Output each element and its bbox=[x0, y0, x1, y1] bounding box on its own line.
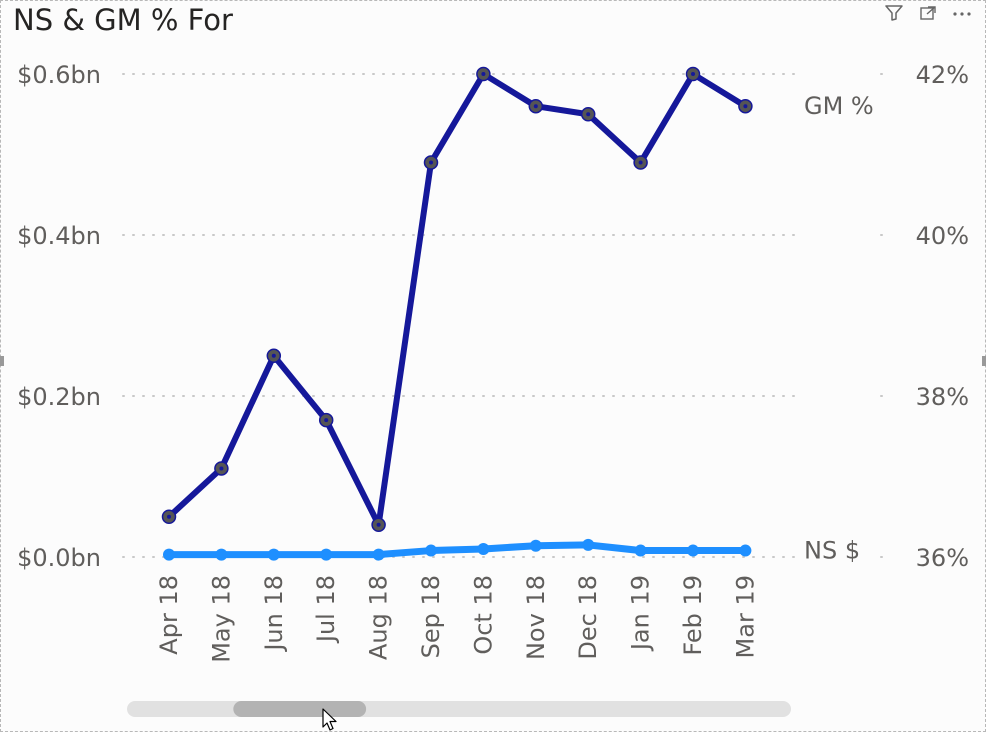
data-point-center-gm bbox=[219, 466, 224, 471]
data-point-ns[interactable] bbox=[215, 548, 228, 561]
x-tick-label: Nov 18 bbox=[522, 575, 550, 660]
x-tick-label: Apr 18 bbox=[155, 575, 183, 655]
data-point-center-gm bbox=[324, 418, 329, 423]
y-right-tick-label: 42% bbox=[916, 61, 969, 89]
data-point-ns[interactable] bbox=[320, 548, 333, 561]
mouse-cursor-icon bbox=[322, 708, 337, 731]
data-point-center-gm bbox=[533, 104, 538, 109]
more-options-icon[interactable] bbox=[949, 3, 975, 23]
y-left-tick-label: $0.2bn bbox=[17, 383, 101, 411]
series-line-ns bbox=[165, 541, 749, 559]
y-right-tick-label: 40% bbox=[916, 222, 969, 250]
data-point-ns[interactable] bbox=[477, 542, 490, 555]
data-point-center-gm bbox=[271, 353, 276, 358]
data-point-ns[interactable] bbox=[739, 544, 752, 557]
x-tick-label: May 18 bbox=[207, 575, 235, 663]
data-point-center-gm bbox=[691, 72, 695, 76]
resize-handle-right[interactable] bbox=[982, 356, 986, 366]
data-point-ns[interactable] bbox=[582, 538, 595, 551]
x-tick-label: Jan 19 bbox=[627, 575, 655, 652]
x-tick-label: Mar 19 bbox=[731, 575, 759, 658]
chart-title: NS & GM % For bbox=[13, 3, 233, 37]
data-point-center-gm bbox=[167, 514, 171, 519]
data-point-center-gm bbox=[743, 104, 748, 109]
y-right-tick-label: 38% bbox=[916, 383, 969, 411]
data-point-center-gm bbox=[638, 160, 643, 165]
x-tick-label: Feb 19 bbox=[679, 575, 707, 656]
data-point-ns[interactable] bbox=[529, 539, 542, 552]
resize-handle-left[interactable] bbox=[0, 356, 4, 366]
data-point-center-gm bbox=[586, 112, 591, 117]
y-right-tick-label: 36% bbox=[916, 544, 969, 572]
focus-mode-icon[interactable] bbox=[915, 3, 941, 23]
data-point-ns[interactable] bbox=[372, 548, 385, 561]
data-point-center-gm bbox=[376, 522, 381, 527]
data-point-ns[interactable] bbox=[425, 544, 437, 557]
data-point-ns[interactable] bbox=[267, 548, 280, 561]
data-point-ns[interactable] bbox=[634, 544, 647, 557]
x-tick-label: Jul 18 bbox=[312, 575, 340, 644]
data-point-center-gm bbox=[429, 160, 433, 165]
x-tick-label: Dec 18 bbox=[574, 575, 602, 660]
y-left-tick-label: $0.6bn bbox=[17, 61, 101, 89]
x-tick-label: Sep 18 bbox=[417, 575, 445, 658]
filter-icon[interactable] bbox=[881, 3, 907, 23]
series-label-gm: GM % bbox=[804, 92, 874, 120]
x-tick-label: Oct 18 bbox=[469, 575, 497, 655]
x-tick-label: Aug 18 bbox=[365, 575, 393, 660]
scrollbar-thumb[interactable] bbox=[233, 701, 367, 717]
data-point-ns[interactable] bbox=[687, 544, 699, 557]
scrollbar-track[interactable] bbox=[127, 701, 791, 717]
data-point-ns[interactable] bbox=[163, 548, 175, 561]
series-label-ns: NS $ bbox=[804, 537, 860, 565]
y-left-tick-label: $0.4bn bbox=[17, 222, 101, 250]
x-tick-label: Jun 18 bbox=[260, 575, 288, 653]
y-left-tick-label: $0.0bn bbox=[17, 544, 101, 572]
visual-header-toolbar bbox=[881, 3, 975, 23]
series-line-gm bbox=[166, 71, 749, 528]
data-point-center-gm bbox=[481, 72, 486, 76]
